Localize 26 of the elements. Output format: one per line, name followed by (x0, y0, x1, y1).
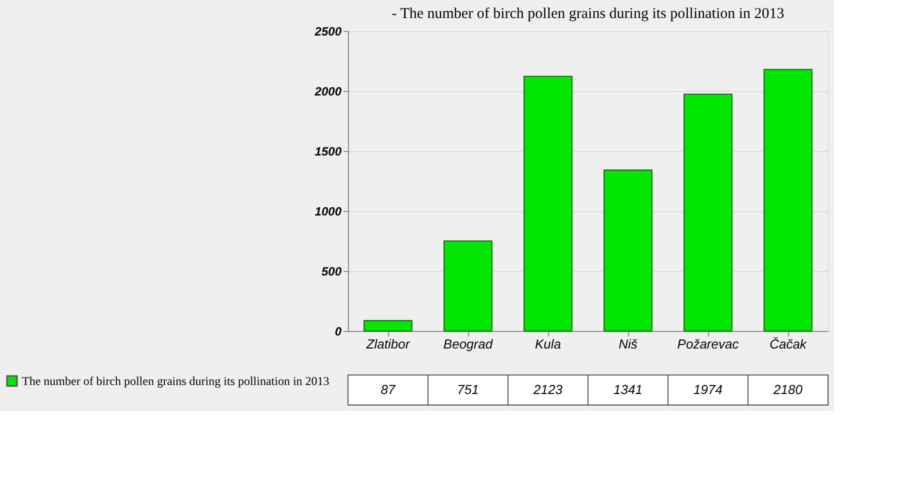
bar (684, 94, 732, 332)
x-tick-label: Kula (534, 336, 562, 352)
x-tick-label: Niš (618, 336, 638, 352)
y-tick-label: 2500 (314, 24, 342, 38)
y-tick-label: 500 (321, 264, 342, 278)
data-label: 751 (457, 382, 479, 397)
data-label: 1974 (694, 382, 722, 397)
legend-label: The number of birch pollen grains during its pollination in 2013 (22, 374, 330, 388)
data-label: 2123 (532, 382, 564, 397)
x-tick-label: Čačak (770, 336, 808, 352)
bar (764, 69, 812, 332)
y-tick-label: 1500 (314, 144, 342, 158)
data-label: 1341 (614, 382, 642, 397)
bar (524, 76, 572, 332)
chart-title: - The number of birch pollen grains during its pollination in 2013 (392, 6, 784, 22)
y-tick-label: 1000 (314, 204, 342, 218)
bar (604, 170, 652, 332)
x-tick-label: Požarevac (677, 336, 740, 352)
data-label: 87 (380, 382, 396, 397)
y-tick-label: 2000 (314, 84, 342, 98)
x-tick-label: Zlatibor (365, 336, 410, 352)
x-tick-label: Beograd (443, 336, 494, 352)
bar (444, 240, 492, 332)
y-tick-label: 0 (334, 324, 342, 338)
data-label: 2180 (772, 382, 804, 397)
bar (364, 320, 412, 332)
